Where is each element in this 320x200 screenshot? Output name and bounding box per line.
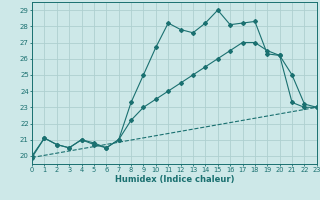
X-axis label: Humidex (Indice chaleur): Humidex (Indice chaleur): [115, 175, 234, 184]
